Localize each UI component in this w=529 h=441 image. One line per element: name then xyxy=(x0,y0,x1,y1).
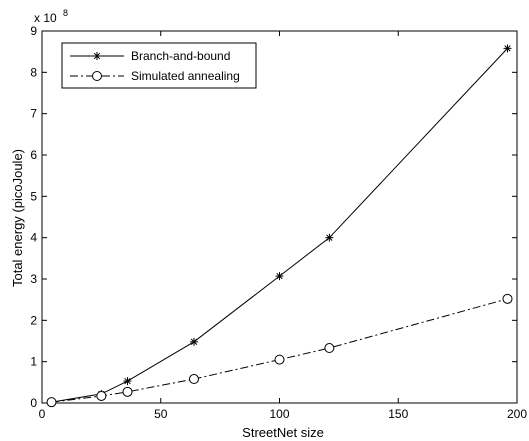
x-tick-label: 150 xyxy=(388,407,408,421)
data-point-branch-and-bound xyxy=(123,377,132,386)
y-tick-label: 0 xyxy=(30,396,37,410)
data-point-simulated-annealing xyxy=(46,397,57,408)
data-point-simulated-annealing xyxy=(189,374,199,385)
data-point-simulated-annealing xyxy=(502,293,513,304)
y-tick-label: 9 xyxy=(30,24,37,38)
y-tick-label: 6 xyxy=(30,148,37,162)
asterisk-stroke xyxy=(504,45,511,52)
series-simulated-annealing xyxy=(46,293,513,408)
series-layer xyxy=(46,44,513,408)
y-tick-label: 1 xyxy=(30,355,37,369)
asterisk-stroke xyxy=(326,234,333,241)
y-tick-label: 5 xyxy=(30,189,37,203)
asterisk-stroke xyxy=(190,338,198,345)
x-axis-ticks: 0 50 100 150 200 xyxy=(39,31,527,421)
legend-label-simulated-annealing: Simulated annealing xyxy=(131,69,240,83)
y-multiplier-exponent: 8 xyxy=(63,8,68,18)
asterisk-stroke xyxy=(124,377,131,385)
legend-marker-simulated-annealing xyxy=(92,71,102,81)
data-point-simulated-annealing xyxy=(122,386,133,397)
x-tick-label: 200 xyxy=(507,407,527,421)
data-point-simulated-annealing xyxy=(96,390,107,401)
y-tick-label: 7 xyxy=(30,107,37,121)
asterisk-stroke xyxy=(276,272,283,280)
data-point-branch-and-bound xyxy=(190,337,198,346)
legend: Branch-and-bound Simulated annealing xyxy=(61,42,257,89)
legend-marker-branch-and-bound xyxy=(93,52,101,60)
legend-label-branch-and-bound: Branch-and-bound xyxy=(131,49,230,63)
y-tick-label: 8 xyxy=(30,65,37,79)
legend-items xyxy=(70,52,124,81)
data-point-branch-and-bound xyxy=(275,272,284,281)
x-tick-label: 100 xyxy=(269,407,289,421)
x-axis-label: StreetNet size xyxy=(242,425,324,440)
data-point-simulated-annealing xyxy=(274,354,285,365)
y-multiplier-label: x 10 xyxy=(34,11,57,25)
data-point-branch-and-bound xyxy=(503,44,512,53)
y-tick-label: 3 xyxy=(30,272,37,286)
y-axis-ticks: 0 1 2 3 4 5 6 7 8 9 xyxy=(30,24,517,410)
data-point-branch-and-bound xyxy=(325,233,334,242)
x-tick-label: 0 xyxy=(39,407,46,421)
data-point-simulated-annealing xyxy=(324,343,335,354)
y-tick-label: 2 xyxy=(30,313,37,327)
y-tick-label: 4 xyxy=(30,231,37,245)
x-tick-label: 50 xyxy=(154,407,168,421)
legend-box xyxy=(61,42,257,89)
asterisk-stroke xyxy=(93,52,101,60)
y-axis-label: Total energy (picoJoule) xyxy=(10,149,25,287)
